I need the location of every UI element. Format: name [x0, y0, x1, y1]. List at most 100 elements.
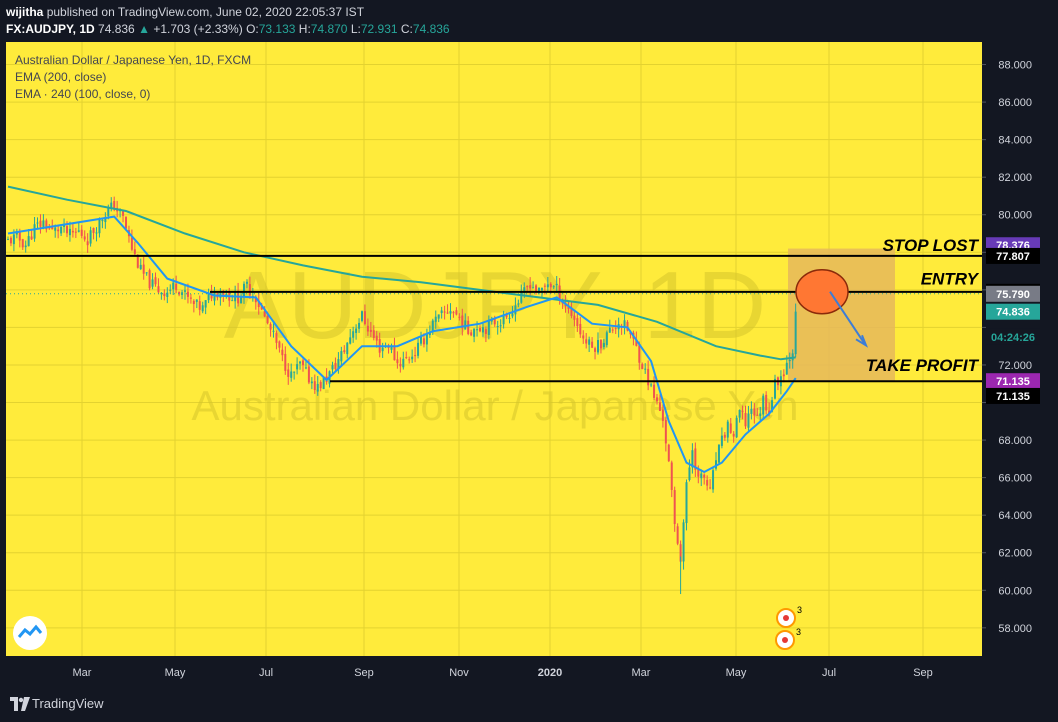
change-up-icon: ▲: [138, 22, 150, 36]
candle-body: [762, 395, 765, 415]
candle-body: [417, 342, 420, 356]
candle-body: [543, 285, 546, 287]
candle-body: [499, 325, 502, 327]
candle-body: [641, 364, 644, 370]
candle-body: [741, 410, 744, 412]
candle-body: [163, 293, 166, 297]
candle-body: [7, 239, 9, 241]
candle-body: [431, 320, 434, 332]
candle-body: [473, 328, 476, 337]
candle-body: [653, 384, 656, 398]
candle-body: [658, 402, 661, 411]
high-label: H:: [298, 22, 311, 36]
candle-body: [51, 227, 54, 230]
candle-body: [24, 245, 27, 248]
candle-body: [122, 210, 125, 216]
price-tick-label: 60.000: [998, 585, 1032, 597]
tp-line-badge: 71.135: [996, 391, 1030, 403]
last-price: 74.836: [98, 22, 135, 36]
candle-body: [178, 291, 181, 295]
countdown-badge-bg: [986, 328, 1040, 345]
candle-body: [366, 325, 369, 332]
candle-body: [30, 236, 33, 240]
candle-body: [248, 284, 251, 296]
time-axis-background: [6, 656, 982, 686]
countdown-badge: 04:24:26: [991, 332, 1035, 344]
entry-circle: [795, 268, 849, 315]
candle-body: [664, 419, 667, 444]
candle-body: [712, 470, 715, 490]
candle-body: [33, 224, 36, 239]
candle-body: [434, 316, 437, 322]
candle-body: [644, 368, 647, 370]
price-tick-label: 80.000: [998, 210, 1032, 222]
price-tick-label: 68.000: [998, 435, 1032, 447]
candle-body: [198, 301, 201, 310]
candle-body: [774, 378, 776, 399]
candle-body: [591, 341, 594, 348]
price-chart[interactable]: AUDJPY, 1D Australian Dollar / Japanese …: [0, 0, 1058, 686]
candle-body: [157, 286, 160, 293]
candle-body: [352, 331, 355, 338]
candle-body: [481, 327, 484, 333]
candle-body: [717, 444, 720, 463]
candle-body: [446, 312, 449, 314]
time-tick-label: Sep: [913, 667, 933, 679]
candle-body: [160, 292, 163, 295]
candle-body: [27, 236, 30, 247]
time-tick-label: Jul: [259, 667, 273, 679]
price-axis[interactable]: 88.000 86.000 84.000 82.000 80.000 72.000 68.0…: [982, 60, 1040, 635]
candle-body: [458, 316, 461, 318]
candle-body: [585, 339, 588, 344]
candle-body: [771, 400, 774, 412]
legend: Australian Dollar / Japanese Yen, 1D, FX…: [15, 53, 251, 101]
event-count: 3: [797, 605, 802, 615]
candle-body: [567, 306, 570, 309]
candle-body: [151, 279, 154, 287]
candle-body: [245, 281, 248, 284]
candle-body: [189, 297, 192, 299]
candle-body: [555, 284, 558, 286]
candle-body: [414, 355, 417, 357]
candle-body: [18, 230, 21, 241]
candle-body: [60, 226, 63, 234]
time-tick-label: Sep: [354, 667, 374, 679]
candle-body: [535, 285, 538, 292]
candle-body: [240, 296, 243, 304]
tradingview-chart-logo[interactable]: [13, 616, 47, 650]
candle-body: [201, 305, 204, 312]
candle-body: [526, 286, 529, 288]
economic-events[interactable]: 33: [775, 605, 802, 650]
time-axis[interactable]: Mar May Jul Sep Nov 2020 Mar May Jul Sep: [73, 667, 933, 679]
candle-body: [130, 237, 133, 250]
candle-body: [133, 249, 136, 254]
candle-body: [579, 323, 582, 335]
author-name[interactable]: wijitha: [6, 5, 44, 19]
candle-body: [605, 332, 608, 346]
candle-body: [272, 330, 275, 332]
price-tick-label: 82.000: [998, 172, 1032, 184]
tradingview-brand[interactable]: TradingView: [32, 696, 104, 711]
watermark-ticker: AUDJPY, 1D: [224, 252, 766, 359]
candle-body: [331, 365, 334, 370]
candle-body: [98, 218, 101, 234]
candle-body: [361, 311, 363, 321]
entry-label: ENTRY: [921, 270, 980, 289]
candle-body: [440, 310, 443, 314]
dotted-price-badge: 75.790: [996, 289, 1030, 301]
time-tick-label: 2020: [538, 667, 562, 679]
candle-body: [355, 328, 358, 333]
ema-200-line: [7, 185, 796, 361]
open-value: 73.133: [258, 22, 296, 36]
candle-body: [293, 371, 296, 373]
candle-body: [420, 336, 422, 344]
tradingview-logo-icon[interactable]: [10, 697, 30, 711]
candle-body: [794, 311, 797, 355]
candle-body: [656, 397, 658, 402]
candle-body: [54, 227, 57, 231]
event-dot-icon: [782, 637, 788, 643]
candle-body: [337, 359, 340, 369]
candle-body: [266, 315, 269, 324]
candle-body: [449, 311, 452, 314]
candle-body: [425, 334, 428, 345]
